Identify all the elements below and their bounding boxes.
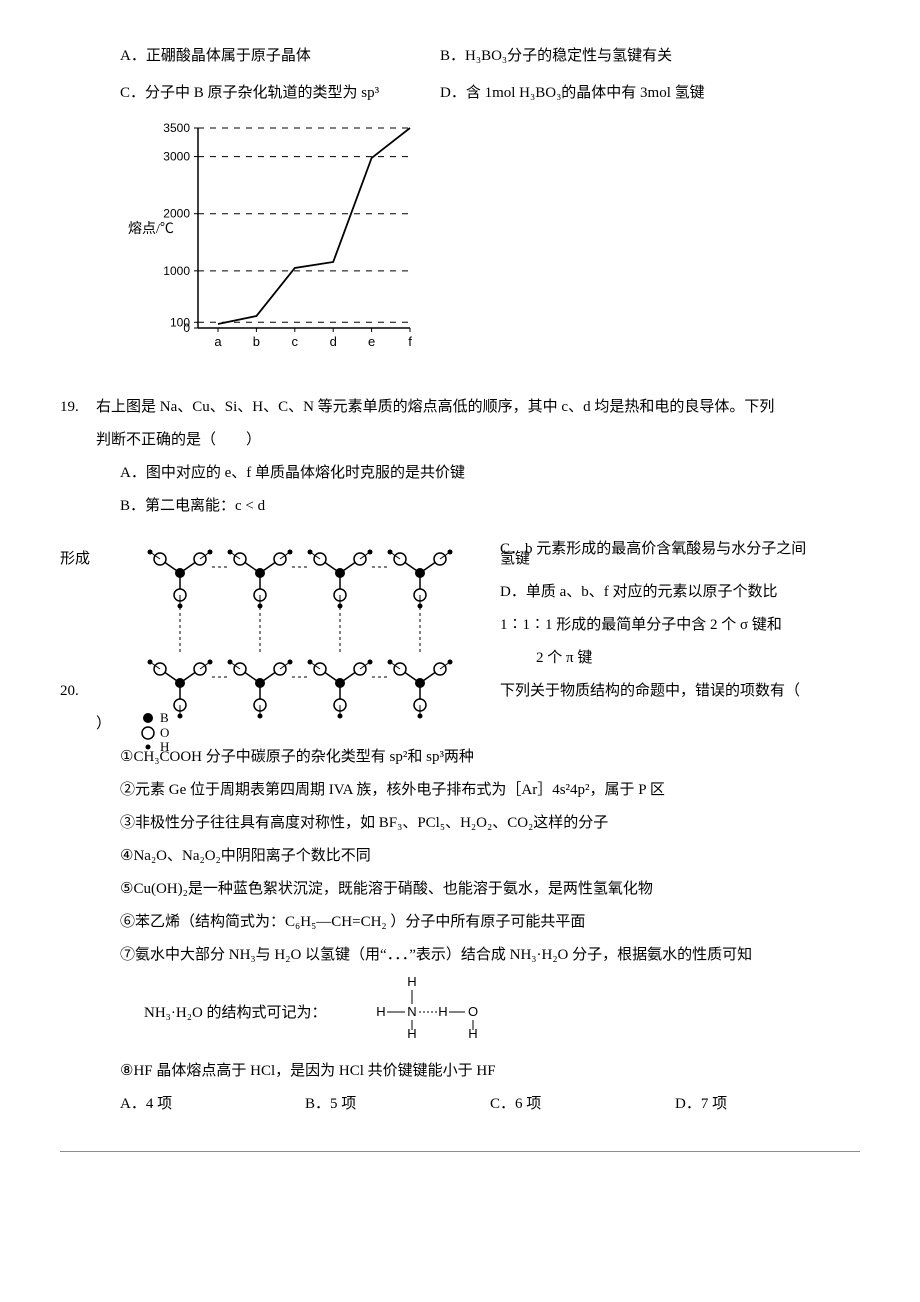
q19-stem-1: 右上图是 Na、Cu、Si、H、C、N 等元素单质的熔点高低的顺序，其中 c、d… [96, 391, 860, 424]
q19-option-a: A．图中对应的 e、f 单质晶体熔化时克服的是共价键 [120, 457, 860, 490]
svg-text:c: c [292, 334, 299, 349]
svg-text:H: H [376, 1004, 385, 1019]
q18-options-row-2: C．分子中 B 原子杂化轨道的类型为 sp³ D．含 1mol H₃BO₃的晶体… [120, 77, 860, 110]
q20-option-b: B．5 项 [305, 1088, 490, 1121]
q18-options-row-1: A．正硼酸晶体属于原子晶体 B．H₃BO₃分子的稳定性与氢键有关 [120, 40, 860, 73]
q19-c-right-word: 氢键 [500, 543, 860, 576]
q20-s4: ④Na₂O、Na₂O₂中阴阳离子个数比不同 [120, 840, 860, 873]
q20-option-a: A．4 项 [120, 1088, 305, 1121]
svg-text:e: e [368, 334, 375, 349]
svg-text:f: f [408, 334, 412, 349]
q20-options: A．4 项 B．5 项 C．6 项 D．7 项 [120, 1088, 860, 1121]
svg-text:0: 0 [183, 321, 190, 335]
melting-point-chart: 熔点/℃35003000200010001000abcdef [120, 118, 860, 371]
svg-text:3500: 3500 [163, 121, 190, 135]
q19-option-d-2: 1∶1∶1 形成的最简单分子中含 2 个 σ 键和 [500, 609, 860, 642]
q19-option-d-1: D．单质 a、b、f 对应的元素以原子个数比 [500, 576, 860, 609]
svg-text:H: H [438, 1004, 447, 1019]
q20-s7b-row: NH₃·H₂O 的结构式可记为： NHHHHOH [120, 972, 860, 1055]
q19-option-b: B．第二电离能：c < d [120, 490, 860, 523]
nh3-h2o-structure: NHHHHOH [367, 972, 497, 1055]
svg-text:H: H [407, 974, 416, 989]
q18-option-a: A．正硼酸晶体属于原子晶体 [120, 40, 440, 73]
svg-text:熔点/℃: 熔点/℃ [128, 221, 174, 237]
svg-text:d: d [330, 334, 337, 349]
q18-option-b: B．H₃BO₃分子的稳定性与氢键有关 [440, 40, 860, 73]
svg-text:N: N [407, 1004, 416, 1019]
q20-s7b-label: NH₃·H₂O 的结构式可记为： [144, 997, 327, 1030]
q20-option-d: D．7 项 [675, 1088, 860, 1121]
svg-text:b: b [253, 334, 260, 349]
q19-option-d-3: 2 个 π 键 [536, 642, 860, 675]
svg-text:a: a [214, 334, 222, 349]
q20-s8: ⑧HF 晶体熔点高于 HCl，是因为 HCl 共价键键能小于 HF [120, 1055, 860, 1088]
chart-svg: 熔点/℃35003000200010001000abcdef [120, 118, 420, 358]
svg-text:2000: 2000 [163, 207, 190, 221]
q19-c-left-word: 形成 [60, 543, 120, 576]
svg-text:3000: 3000 [163, 150, 190, 164]
svg-text:O: O [467, 1004, 477, 1019]
q20-s5: ⑤Cu(OH)₂是一种蓝色絮状沉淀，既能溶于硝酸、也能溶于氨水，是两性氢氧化物 [120, 873, 860, 906]
q20-stem-right: 下列关于物质结构的命题中，错误的项数有（ [500, 675, 860, 708]
svg-text:B: B [160, 710, 169, 725]
q19-stem-2: 判断不正确的是（ ） [96, 424, 860, 457]
svg-text:O: O [160, 725, 169, 740]
q20-s7: ⑦氨水中大部分 NH₃与 H₂O 以氢键（用“．．．”表示）结合成 NH₃·H₂… [120, 939, 860, 972]
question-19: 19. 右上图是 Na、Cu、Si、H、C、N 等元素单质的熔点高低的顺序，其中… [60, 391, 860, 741]
footer-rule [60, 1151, 860, 1152]
q20-number: 20. [60, 675, 96, 708]
q19-number: 19. [60, 391, 96, 424]
q18-option-c: C．分子中 B 原子杂化轨道的类型为 sp³ [120, 77, 440, 110]
q20-s2: ②元素 Ge 位于周期表第四周期 IVA 族，核外电子排布式为［Ar］4s²4p… [120, 774, 860, 807]
q20-s3: ③非极性分子往往具有高度对称性，如 BF₃、PCl₅、H₂O₂、CO₂这样的分子 [120, 807, 860, 840]
q18-option-d: D．含 1mol H₃BO₃的晶体中有 3mol 氢键 [440, 77, 860, 110]
svg-text:1000: 1000 [163, 264, 190, 278]
q20-s6: ⑥苯乙烯（结构简式为：C₆H₅—CH=CH₂ ）分子中所有原子可能共平面 [120, 906, 860, 939]
q20-option-c: C．6 项 [490, 1088, 675, 1121]
